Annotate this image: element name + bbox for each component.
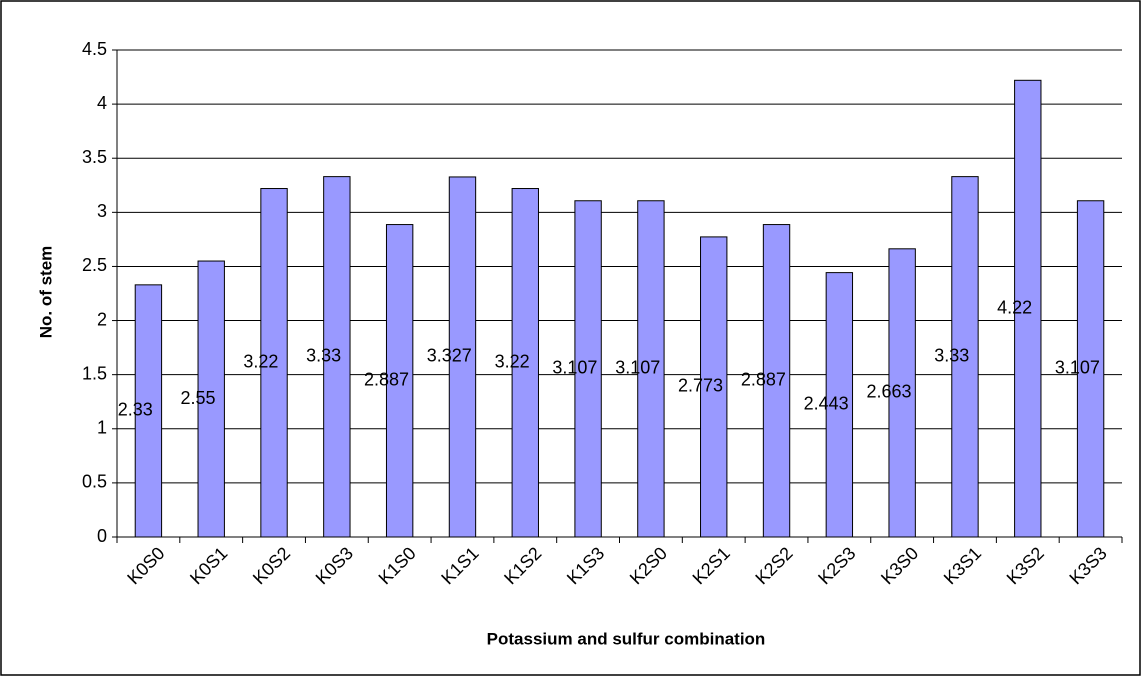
y-tick-label: 1 (97, 418, 107, 438)
data-label: 2.887 (364, 370, 409, 390)
y-tick-label: 2.5 (82, 255, 107, 275)
y-tick-label: 1.5 (82, 363, 107, 383)
y-tick-label: 4 (97, 93, 107, 113)
bar (1014, 79, 1042, 538)
bar (385, 224, 414, 538)
data-label: 2.55 (181, 388, 216, 408)
bar (323, 176, 351, 538)
data-label: 3.22 (243, 352, 278, 372)
data-label: 4.22 (997, 297, 1032, 317)
data-label: 2.887 (741, 370, 786, 390)
y-tick-label: 3.5 (82, 147, 107, 167)
data-label: 2.443 (804, 394, 849, 414)
x-axis-title: Potassium and sulfur combination (487, 629, 766, 648)
data-label: 3.327 (427, 346, 472, 366)
bar (825, 272, 854, 538)
bar (762, 224, 791, 538)
data-label: 3.107 (615, 358, 660, 378)
data-label: 2.773 (678, 376, 723, 396)
y-tick-label: 2 (97, 309, 107, 329)
data-label: 3.22 (495, 352, 530, 372)
bar (888, 248, 916, 538)
bar (637, 200, 665, 538)
data-label: 3.33 (934, 346, 969, 366)
data-label: 3.33 (306, 346, 341, 366)
y-tick-label: 0.5 (82, 472, 107, 492)
bar (448, 176, 477, 538)
data-label: 2.663 (866, 382, 911, 402)
y-axis-title: No. of stem (36, 246, 55, 339)
bar (197, 260, 225, 538)
bar (260, 188, 288, 538)
data-label: 2.33 (118, 400, 153, 420)
data-label: 3.107 (552, 358, 597, 378)
data-label: 3.107 (1055, 358, 1100, 378)
y-tick-label: 4.5 (82, 39, 107, 59)
y-tick-label: 0 (97, 526, 107, 546)
y-tick-label: 3 (97, 201, 107, 221)
